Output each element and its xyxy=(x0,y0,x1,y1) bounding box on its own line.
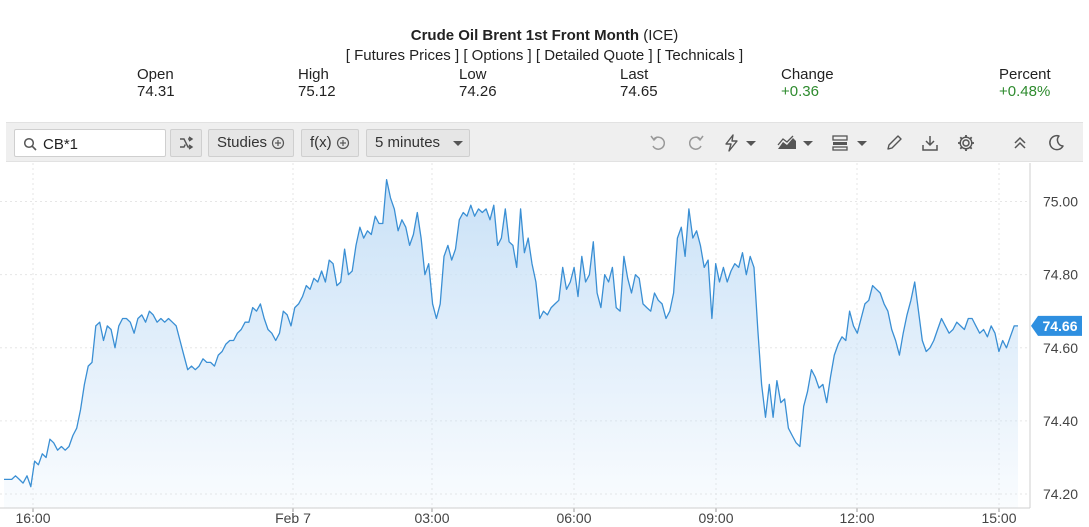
chart-type-icon[interactable] xyxy=(776,133,816,153)
lightning-icon[interactable] xyxy=(722,133,758,153)
stat-low: Low 74.26 xyxy=(459,66,497,100)
last-price-badge: 74.66 xyxy=(1031,315,1082,336)
studies-button[interactable]: Studies xyxy=(208,129,295,157)
gear-icon[interactable] xyxy=(956,133,976,153)
add-circle-icon xyxy=(336,136,349,150)
instrument-name: Crude Oil Brent 1st Front Month xyxy=(410,27,640,44)
redo-icon[interactable] xyxy=(686,133,706,153)
y-tick-label: 75.00 xyxy=(1043,194,1078,210)
stat-change: Change +0.36 xyxy=(781,66,834,100)
pencil-icon[interactable] xyxy=(884,133,904,153)
functions-label: f(x) xyxy=(310,134,332,151)
collapse-icon[interactable] xyxy=(1010,133,1030,153)
x-tick-label: 06:00 xyxy=(556,510,591,526)
chevron-down-icon xyxy=(453,141,464,147)
stat-high-value: 75.12 xyxy=(298,83,336,100)
compare-icon xyxy=(180,136,194,150)
instrument-title: Crude Oil Brent 1st Front Month (ICE) xyxy=(0,26,1089,45)
price-chart[interactable]: 75.00 74.80 74.60 74.40 74.20 74.66 16:00 Feb … xyxy=(0,163,1089,527)
download-icon[interactable] xyxy=(920,133,940,153)
compare-button[interactable] xyxy=(170,129,202,157)
x-tick-label: 15:00 xyxy=(981,510,1016,526)
stat-percent: Percent +0.48% xyxy=(999,66,1051,100)
x-tick-label: 12:00 xyxy=(839,510,874,526)
x-tick-label: 03:00 xyxy=(414,510,449,526)
stat-open-label: Open xyxy=(137,66,174,83)
x-tick-label: Feb 7 xyxy=(275,510,311,526)
options-link[interactable]: [ Options ] xyxy=(463,47,532,64)
y-tick-label: 74.20 xyxy=(1043,486,1078,502)
stat-last-value: 74.65 xyxy=(620,83,658,100)
stat-last-label: Last xyxy=(620,66,649,83)
price-line xyxy=(4,178,1018,488)
symbol-input[interactable] xyxy=(43,134,161,154)
last-price-marker xyxy=(1031,315,1082,336)
stat-open-value: 74.31 xyxy=(137,83,175,100)
functions-button[interactable]: f(x) xyxy=(301,129,359,157)
technicals-link[interactable]: [ Technicals ] xyxy=(656,47,744,64)
area-fill xyxy=(4,179,1018,508)
price-area xyxy=(4,178,1018,508)
stat-open: Open 74.31 xyxy=(137,66,175,100)
y-tick-label: 74.60 xyxy=(1043,340,1078,356)
stat-percent-label: Percent xyxy=(999,66,1051,83)
stat-percent-value: +0.48% xyxy=(999,83,1051,100)
quote-header: Crude Oil Brent 1st Front Month (ICE) [ … xyxy=(0,26,1089,65)
stat-low-label: Low xyxy=(459,66,487,83)
search-icon xyxy=(23,137,37,151)
chart-toolbar: Studies f(x) 5 minutes xyxy=(6,122,1083,162)
chart-canvas[interactable]: 75.00 74.80 74.60 74.40 74.20 74.66 16:00 Feb … xyxy=(0,163,1089,527)
futures-prices-link[interactable]: [ Futures Prices ] xyxy=(345,47,460,64)
stat-change-value: +0.36 xyxy=(781,83,819,100)
x-tick-label: 16:00 xyxy=(15,510,50,526)
quote-stats: Open 74.31 High 75.12 Low 74.26 Last 74.… xyxy=(0,66,1089,102)
stat-high: High 75.12 xyxy=(298,66,336,100)
add-circle-icon xyxy=(272,136,285,150)
stat-last: Last 74.65 xyxy=(620,66,658,100)
layout-icon[interactable] xyxy=(830,133,870,153)
exchange-label: (ICE) xyxy=(643,27,679,44)
price-axis: 75.00 74.80 74.60 74.40 74.20 74.66 xyxy=(1029,163,1082,508)
quote-links: [ Futures Prices ] [ Options ] [ Detaile… xyxy=(0,46,1089,65)
x-tick-label: 09:00 xyxy=(698,510,733,526)
stat-low-value: 74.26 xyxy=(459,83,497,100)
symbol-search[interactable] xyxy=(14,129,166,157)
dark-mode-icon[interactable] xyxy=(1046,133,1066,153)
stat-high-label: High xyxy=(298,66,329,83)
last-price-label: 74.66 xyxy=(1042,318,1077,334)
interval-dropdown[interactable]: 5 minutes xyxy=(366,129,470,157)
y-tick-label: 74.40 xyxy=(1043,413,1078,429)
detailed-quote-link[interactable]: [ Detailed Quote ] xyxy=(535,47,653,64)
studies-label: Studies xyxy=(217,134,268,151)
undo-icon[interactable] xyxy=(648,133,668,153)
stat-change-label: Change xyxy=(781,66,834,83)
time-axis: 16:00 Feb 7 03:00 06:00 09:00 12:00 15:00 xyxy=(0,507,1030,526)
y-tick-label: 74.80 xyxy=(1043,267,1078,283)
interval-label: 5 minutes xyxy=(375,134,441,151)
